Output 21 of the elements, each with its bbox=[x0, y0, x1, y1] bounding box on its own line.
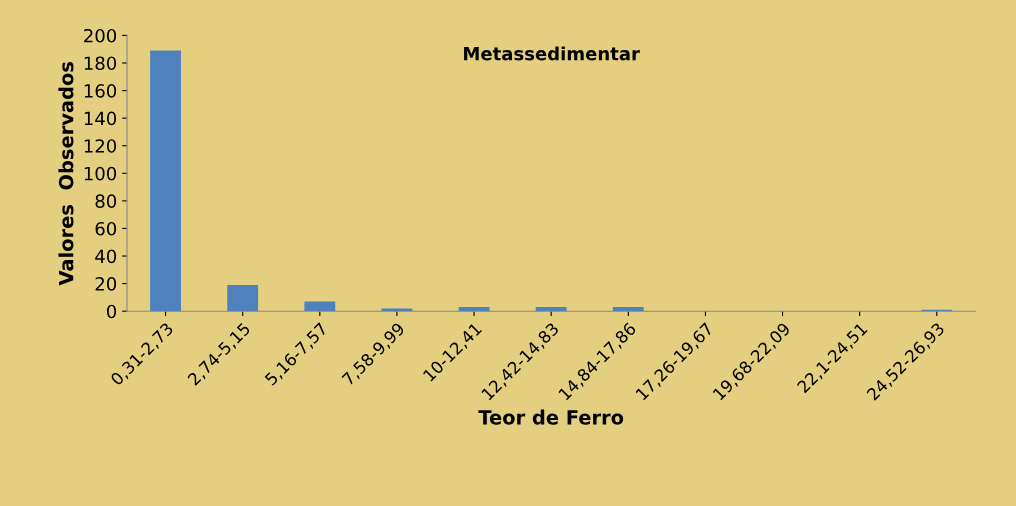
chart-title: Metassedimentar bbox=[464, 46, 640, 61]
y-tick-label: 160 bbox=[84, 84, 117, 98]
bar bbox=[227, 284, 259, 312]
bar bbox=[150, 50, 181, 312]
y-tick-label: 140 bbox=[84, 111, 117, 126]
bar bbox=[535, 307, 567, 312]
y-tick-label: 180 bbox=[84, 56, 117, 71]
y-tick-label: 60 bbox=[95, 221, 117, 236]
x-axis-title: Teor de Ferro bbox=[478, 409, 624, 425]
y-tick-label: 20 bbox=[95, 277, 117, 291]
y-tick-label: 120 bbox=[84, 139, 117, 153]
bar bbox=[304, 301, 336, 312]
y-tick-label: 100 bbox=[84, 166, 117, 181]
y-tick-label: 80 bbox=[95, 194, 117, 208]
bar bbox=[612, 307, 644, 312]
y-tick-label: 200 bbox=[84, 28, 117, 43]
y-axis-title: Valores Observados bbox=[58, 62, 74, 286]
bar bbox=[381, 308, 413, 312]
y-tick-label: 0 bbox=[106, 304, 117, 319]
y-tick-label: 40 bbox=[95, 249, 117, 264]
bar bbox=[458, 307, 490, 312]
